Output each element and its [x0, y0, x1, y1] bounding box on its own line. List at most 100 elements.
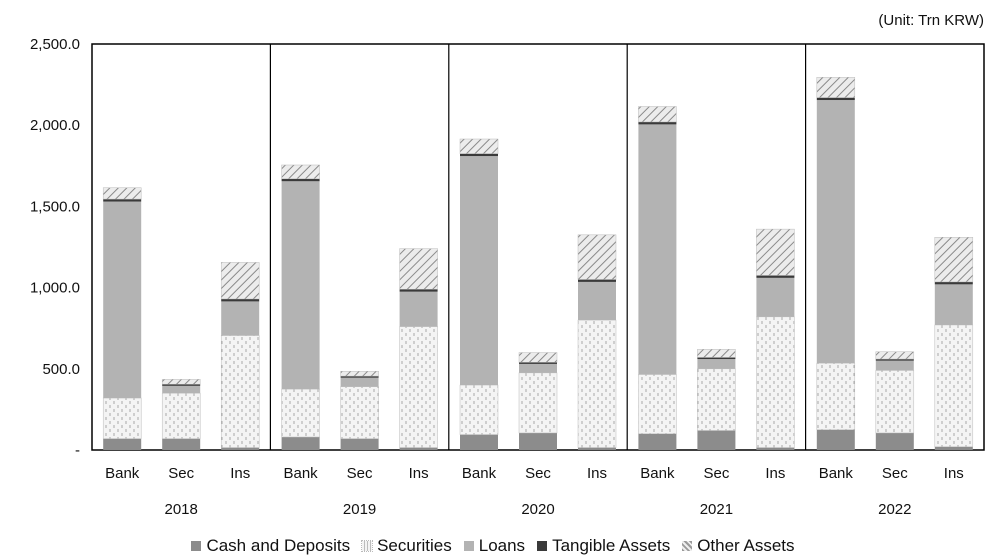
bar-segment-tangible-assets	[460, 153, 498, 157]
bar-segment-securities	[518, 372, 558, 434]
year-label: 2020	[521, 501, 554, 518]
bar-segment-tangible-assets	[934, 281, 973, 285]
bar-segment-other-assets	[816, 77, 856, 98]
bar-segment-tangible-assets	[519, 362, 557, 364]
legend-swatch	[191, 541, 202, 551]
bar-segment-cash-and-deposits	[221, 447, 260, 450]
bar-segment-cash-and-deposits	[281, 437, 320, 450]
bar-segment-cash-and-deposits	[460, 434, 498, 450]
bar-segment-loans	[162, 385, 201, 394]
legend-item: Cash and Deposits	[191, 536, 350, 556]
bar-segment-cash-and-deposits	[875, 432, 914, 450]
bar-segment-securities	[281, 388, 320, 438]
legend-item: Other Assets	[682, 536, 795, 556]
stacked-bar-chart: (Unit: Trn KRW) - 500.0 1,000.0 1,500.0 2,00…	[30, 12, 985, 518]
bar-segment-securities	[638, 374, 677, 435]
category-label: Bank	[283, 465, 318, 482]
y-tick-label: 1,000.0	[30, 280, 80, 297]
bar-segment-other-assets	[638, 106, 677, 123]
bar-segment-cash-and-deposits	[162, 438, 201, 450]
year-label: 2022	[878, 501, 911, 518]
bar-segment-securities	[161, 392, 201, 439]
bar-segment-other-assets	[875, 351, 915, 360]
bar-segment-tangible-assets	[638, 121, 677, 125]
bar-segment-cash-and-deposits	[103, 438, 142, 450]
bar-segment-other-assets	[399, 248, 438, 290]
bar-segment-loans	[875, 360, 914, 371]
bar-segment-tangible-assets	[221, 298, 260, 302]
bar-segment-cash-and-deposits	[756, 447, 795, 450]
bar-segment-loans	[519, 363, 557, 373]
legend-item: Securities	[361, 536, 452, 556]
bar-segment-securities	[459, 384, 499, 435]
bar-segment-cash-and-deposits	[399, 447, 438, 450]
category-label: Ins	[765, 465, 785, 482]
bar-segment-securities	[756, 316, 795, 448]
bar-segment-cash-and-deposits	[519, 432, 557, 450]
bar-segment-other-assets	[577, 234, 617, 280]
category-label: Bank	[462, 465, 497, 482]
category-label: Ins	[230, 465, 250, 482]
bar-segment-other-assets	[756, 228, 795, 276]
legend: Cash and Deposits Securities Loans Tangible…	[0, 536, 986, 556]
legend-label: Tangible Assets	[552, 536, 671, 555]
legend-item: Loans	[463, 536, 526, 556]
bar-segment-tangible-assets	[875, 359, 914, 361]
legend-label: Other Assets	[697, 536, 795, 555]
bar-segment-other-assets	[220, 262, 260, 300]
bar-segment-loans	[578, 281, 616, 321]
bar-segment-other-assets	[161, 379, 201, 385]
bar-segment-cash-and-deposits	[934, 446, 973, 450]
bar-segment-tangible-assets	[162, 384, 201, 386]
legend-label: Loans	[478, 536, 526, 555]
bar-segment-securities	[340, 386, 379, 439]
plot-area: - 500.0 1,000.0 1,500.0 2,000.0 2,500.0 Bank Se…	[30, 36, 985, 518]
category-label: Sec	[525, 465, 551, 482]
legend-item: Tangible Assets	[537, 536, 670, 556]
legend-label: Securities	[377, 536, 452, 555]
bar-segment-cash-and-deposits	[816, 429, 855, 450]
bar-segment-tangible-assets	[816, 97, 855, 101]
bar-segment-other-assets	[281, 164, 320, 180]
legend-label: Cash and Deposits	[206, 536, 351, 555]
bar-segment-tangible-assets	[697, 357, 736, 360]
bar-segment-tangible-assets	[578, 279, 616, 282]
category-label: Sec	[168, 465, 194, 482]
bar-segment-loans	[638, 124, 677, 375]
y-tick-label: 500.0	[42, 361, 80, 378]
category-label: Bank	[105, 465, 140, 482]
bar-segment-securities	[816, 362, 856, 430]
y-tick-label: 2,500.0	[30, 36, 80, 53]
year-label: 2019	[343, 501, 376, 518]
bar-segment-loans	[340, 377, 379, 387]
legend-swatch	[361, 540, 374, 552]
bar-segment-tangible-assets	[103, 199, 142, 202]
category-label: Bank	[640, 465, 675, 482]
bar-segment-tangible-assets	[281, 178, 320, 182]
year-label: 2018	[165, 501, 198, 518]
y-tick-label: 2,000.0	[30, 117, 80, 134]
bar-segment-securities	[399, 326, 438, 448]
category-label: Ins	[587, 465, 607, 482]
bar-segment-loans	[816, 100, 855, 364]
unit-label: (Unit: Trn KRW)	[878, 12, 984, 29]
legend-swatch	[463, 541, 474, 551]
bar-segment-securities	[934, 324, 974, 448]
bar-segment-other-assets	[340, 370, 379, 377]
bar-segment-tangible-assets	[399, 289, 438, 292]
bar-segment-securities	[697, 368, 736, 431]
category-label: Sec	[347, 465, 373, 482]
category-label: Bank	[819, 465, 854, 482]
year-label: 2021	[700, 501, 733, 518]
category-label: Sec	[882, 465, 908, 482]
legend-swatch	[537, 541, 548, 551]
category-label: Ins	[944, 465, 964, 482]
bar-segment-cash-and-deposits	[697, 430, 736, 450]
bar-segment-other-assets	[697, 349, 736, 358]
bar-segment-cash-and-deposits	[638, 433, 677, 450]
bar-segment-tangible-assets	[340, 376, 379, 378]
bar-segment-loans	[399, 291, 438, 327]
bar-segment-loans	[697, 359, 736, 369]
bar-segment-loans	[934, 284, 973, 325]
bar-segment-loans	[103, 201, 142, 399]
